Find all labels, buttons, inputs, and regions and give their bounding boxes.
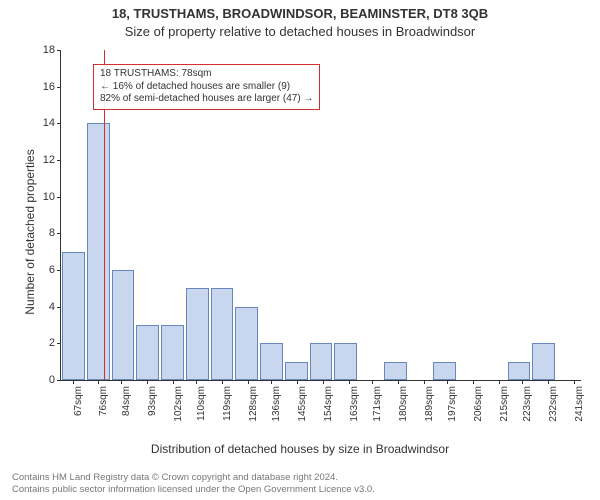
x-tick-label: 180sqm	[398, 386, 409, 422]
y-tick-label: 6	[49, 264, 55, 276]
y-tick-mark	[57, 343, 61, 344]
x-tick-mark	[73, 380, 74, 384]
x-tick-label: 197sqm	[447, 386, 458, 422]
histogram-bar	[211, 288, 234, 380]
x-tick-label: 232sqm	[548, 386, 559, 422]
x-tick-label: 163sqm	[349, 386, 360, 422]
y-tick-mark	[57, 197, 61, 198]
histogram-bar	[136, 325, 159, 380]
x-tick-mark	[548, 380, 549, 384]
y-tick-mark	[57, 307, 61, 308]
x-tick-label: 189sqm	[424, 386, 435, 422]
x-tick-label: 136sqm	[271, 386, 282, 422]
y-tick-mark	[57, 50, 61, 51]
chart-title-address: 18, TRUSTHAMS, BROADWINDSOR, BEAMINSTER,…	[0, 6, 600, 21]
y-tick-mark	[57, 380, 61, 381]
annotation-line: 18 TRUSTHAMS: 78sqm	[100, 68, 313, 81]
x-tick-mark	[248, 380, 249, 384]
y-tick-label: 16	[43, 81, 55, 93]
histogram-bar	[310, 343, 333, 380]
footer-credits: Contains HM Land Registry data © Crown c…	[12, 472, 375, 496]
histogram-bar	[384, 362, 407, 380]
x-tick-mark	[297, 380, 298, 384]
x-tick-mark	[574, 380, 575, 384]
x-tick-mark	[173, 380, 174, 384]
x-tick-label: 223sqm	[522, 386, 533, 422]
y-axis-label: Number of detached properties	[23, 132, 37, 332]
x-tick-label: 84sqm	[121, 386, 132, 416]
x-tick-label: 171sqm	[372, 386, 383, 422]
x-tick-label: 93sqm	[147, 386, 158, 416]
x-tick-label: 145sqm	[297, 386, 308, 422]
histogram-bar	[87, 123, 110, 380]
x-tick-label: 102sqm	[173, 386, 184, 422]
y-tick-mark	[57, 87, 61, 88]
x-tick-mark	[323, 380, 324, 384]
histogram-bar	[186, 288, 209, 380]
histogram-bar	[433, 362, 456, 380]
histogram-bar	[285, 362, 308, 380]
x-tick-mark	[398, 380, 399, 384]
histogram-bar	[62, 252, 85, 380]
x-tick-mark	[372, 380, 373, 384]
chart-container: 18, TRUSTHAMS, BROADWINDSOR, BEAMINSTER,…	[0, 0, 600, 500]
x-tick-mark	[271, 380, 272, 384]
y-tick-label: 14	[43, 117, 55, 129]
annotation-line: ← 16% of detached houses are smaller (9)	[100, 81, 313, 94]
histogram-bar	[334, 343, 357, 380]
x-tick-label: 119sqm	[222, 386, 233, 421]
x-axis-label: Distribution of detached houses by size …	[0, 442, 600, 456]
histogram-bar	[112, 270, 135, 380]
histogram-bar	[260, 343, 283, 380]
x-tick-label: 241sqm	[574, 386, 585, 422]
footer-line1: Contains HM Land Registry data © Crown c…	[12, 472, 375, 484]
x-tick-label: 67sqm	[73, 386, 84, 416]
y-tick-label: 12	[43, 154, 55, 166]
x-tick-mark	[499, 380, 500, 384]
annotation-box: 18 TRUSTHAMS: 78sqm← 16% of detached hou…	[93, 64, 320, 110]
y-tick-label: 10	[43, 191, 55, 203]
x-tick-mark	[424, 380, 425, 384]
y-tick-mark	[57, 270, 61, 271]
histogram-bar	[161, 325, 184, 380]
footer-line2: Contains public sector information licen…	[12, 484, 375, 496]
histogram-bar	[508, 362, 531, 380]
y-tick-mark	[57, 160, 61, 161]
y-tick-label: 2	[49, 337, 55, 349]
x-tick-mark	[349, 380, 350, 384]
chart-title-desc: Size of property relative to detached ho…	[0, 24, 600, 39]
x-tick-mark	[522, 380, 523, 384]
x-tick-label: 76sqm	[98, 386, 109, 416]
x-tick-label: 128sqm	[248, 386, 259, 422]
x-tick-label: 154sqm	[323, 386, 334, 422]
x-tick-mark	[473, 380, 474, 384]
x-tick-label: 206sqm	[473, 386, 484, 422]
y-tick-label: 8	[49, 227, 55, 239]
plot-area: 02468101214161818 TRUSTHAMS: 78sqm← 16% …	[60, 50, 581, 381]
x-tick-label: 215sqm	[499, 386, 510, 422]
x-tick-mark	[121, 380, 122, 384]
annotation-line: 82% of semi-detached houses are larger (…	[100, 93, 313, 106]
y-tick-label: 0	[49, 374, 55, 386]
histogram-bar	[532, 343, 555, 380]
y-tick-label: 18	[43, 44, 55, 56]
x-tick-mark	[98, 380, 99, 384]
x-tick-mark	[196, 380, 197, 384]
x-tick-mark	[222, 380, 223, 384]
histogram-bar	[235, 307, 258, 380]
x-tick-label: 110sqm	[196, 386, 207, 421]
y-tick-mark	[57, 123, 61, 124]
y-tick-mark	[57, 233, 61, 234]
x-tick-mark	[147, 380, 148, 384]
x-tick-mark	[447, 380, 448, 384]
y-tick-label: 4	[49, 301, 55, 313]
